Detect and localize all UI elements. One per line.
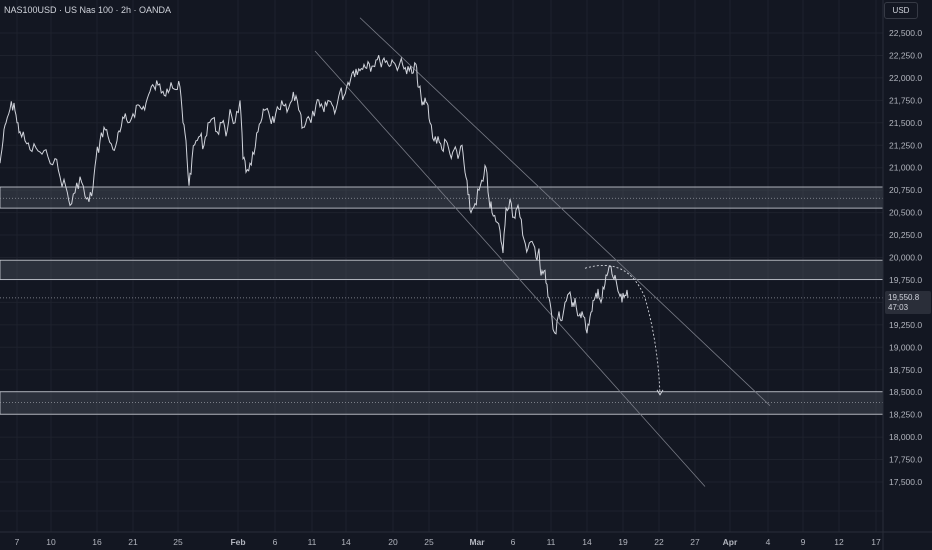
x-tick-label: 16 [92,537,102,547]
arrow-head-icon [656,389,664,396]
y-tick-label: 20,750.0 [889,185,922,195]
x-tick-label: 19 [618,537,628,547]
price-zone[interactable] [0,186,884,209]
y-tick-label: 18,500.0 [889,387,922,397]
x-tick-label: 10 [46,537,56,547]
y-tick-label: 21,500.0 [889,118,922,128]
y-tick-label: 19,750.0 [889,275,922,285]
y-tick-label: 20,250.0 [889,230,922,240]
x-tick-label: 11 [547,537,556,547]
x-tick-label: 27 [690,537,700,547]
y-tick-label: 21,250.0 [889,140,922,150]
price-zone[interactable] [0,391,884,415]
projection-arrow [584,264,664,396]
x-tick-label: 6 [273,537,278,547]
chart-title: NAS100USD · US Nas 100 · 2h · OANDA [4,5,172,15]
last-price-badge: 19,550.8 47:03 [885,291,931,314]
y-tick-label: 22,000.0 [889,73,922,83]
x-tick-label: Feb [230,537,245,547]
x-tick-label: Mar [469,537,485,547]
x-tick-label: 12 [834,537,844,547]
y-tick-label: 17,750.0 [889,455,922,465]
y-tick-label: 20,000.0 [889,253,922,263]
x-tick-label: 25 [173,537,183,547]
y-tick-label: 20,500.0 [889,208,922,218]
x-tick-label: 11 [308,537,317,547]
y-tick-label: 21,750.0 [889,95,922,105]
chart-grid [0,0,883,532]
support-resistance-zones [0,186,884,415]
x-tick-label: 21 [128,537,138,547]
last-price-value: 19,550.8 [888,292,920,302]
x-tick-label: 4 [766,537,771,547]
price-series-line [0,55,629,335]
y-tick-label: 22,250.0 [889,50,922,60]
channel-line[interactable] [314,50,706,487]
dotted-price-levels [0,197,883,403]
x-tick-label: 14 [582,537,592,547]
x-tick-label: 6 [511,537,516,547]
price-axis: 22,500.0 22,250.0 22,000.0 21,750.0 21,500.0… [882,0,922,550]
bar-countdown: 47:03 [888,302,909,312]
currency-button[interactable]: USD [884,2,918,19]
x-tick-label: Apr [723,537,738,547]
channel-line[interactable] [359,17,771,406]
descending-channel-lines [314,17,771,487]
x-tick-label: 17 [871,537,881,547]
y-tick-label: 18,250.0 [889,410,922,420]
y-tick-label: 19,250.0 [889,320,922,330]
y-tick-label: 19,000.0 [889,342,922,352]
y-tick-label: 17,500.0 [889,477,922,487]
y-tick-label: 22,500.0 [889,28,922,38]
price-zone[interactable] [0,259,884,280]
x-tick-label: 20 [388,537,398,547]
x-tick-label: 14 [341,537,351,547]
x-tick-label: 22 [654,537,664,547]
y-tick-label: 18,000.0 [889,432,922,442]
x-tick-label: 25 [424,537,434,547]
y-tick-label: 21,000.0 [889,163,922,173]
x-tick-label: 7 [15,537,20,547]
y-tick-label: 18,750.0 [889,365,922,375]
time-axis: 7 10 16 21 25 Feb 6 11 14 20 25 Mar 6 11 14 19 22 27 Apr 4 9… [0,531,932,547]
x-tick-label: 9 [801,537,806,547]
